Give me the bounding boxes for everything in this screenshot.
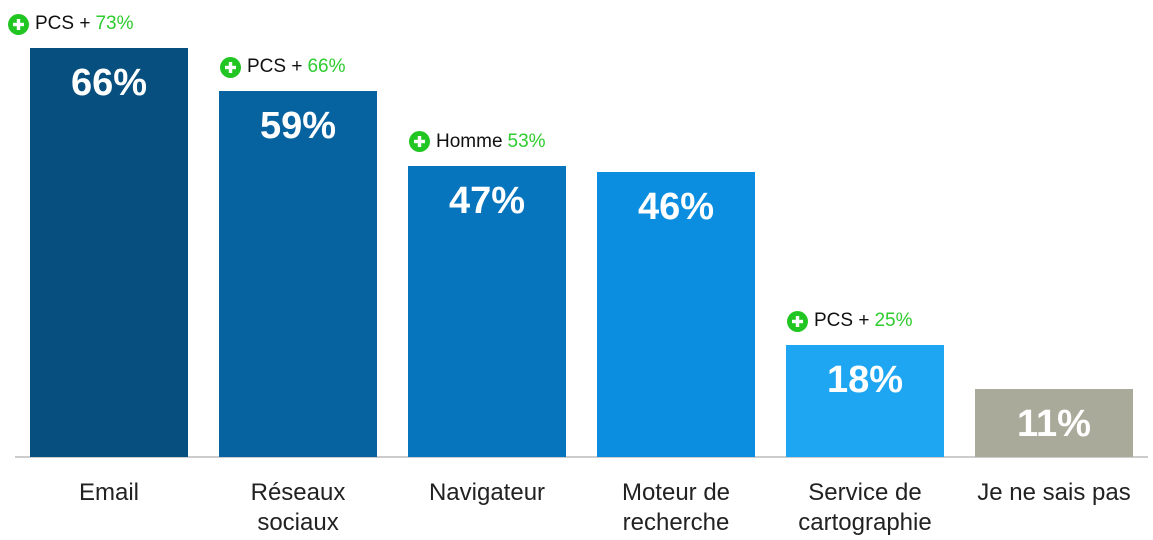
bar <box>408 165 566 457</box>
annotation: Homme 53% <box>409 130 546 154</box>
bar <box>786 345 944 457</box>
baseline <box>15 456 1148 458</box>
annotation-text: PCS + <box>35 13 91 34</box>
category-label: Service de cartographie <box>798 479 932 536</box>
category-label: Navigateur <box>428 479 546 506</box>
category-label: Email <box>78 479 139 506</box>
annotation-value: 73% <box>95 13 134 34</box>
category-label: Je ne sais pas <box>977 479 1131 506</box>
value-label: 47% <box>448 179 526 222</box>
bar <box>975 388 1133 457</box>
annotation-value: 53% <box>507 130 546 152</box>
annotation-value: 25% <box>874 310 913 332</box>
value-label: 18% <box>826 359 904 402</box>
value-label: 46% <box>637 185 715 228</box>
plus-icon <box>220 56 241 78</box>
value-label: 11% <box>1017 402 1091 445</box>
value-label: 59% <box>259 105 337 148</box>
annotation-text: PCS + <box>814 310 870 332</box>
category-label: Réseaux sociaux <box>250 479 346 536</box>
annotation: PCS +73% <box>8 12 133 36</box>
category-label: Moteur de recherche <box>621 479 731 536</box>
annotation-text: Homme <box>436 130 503 152</box>
annotation: PCS +66% <box>220 55 345 79</box>
bar <box>30 48 188 457</box>
plus-icon <box>409 131 430 153</box>
annotation-text: PCS + <box>247 56 303 78</box>
plus-icon <box>8 13 29 35</box>
bar <box>219 91 377 457</box>
bar <box>597 171 755 457</box>
plus-icon <box>787 310 808 332</box>
value-label: 66% <box>70 62 148 104</box>
annotation-value: 66% <box>307 56 346 78</box>
annotation: PCS +25% <box>787 309 912 333</box>
